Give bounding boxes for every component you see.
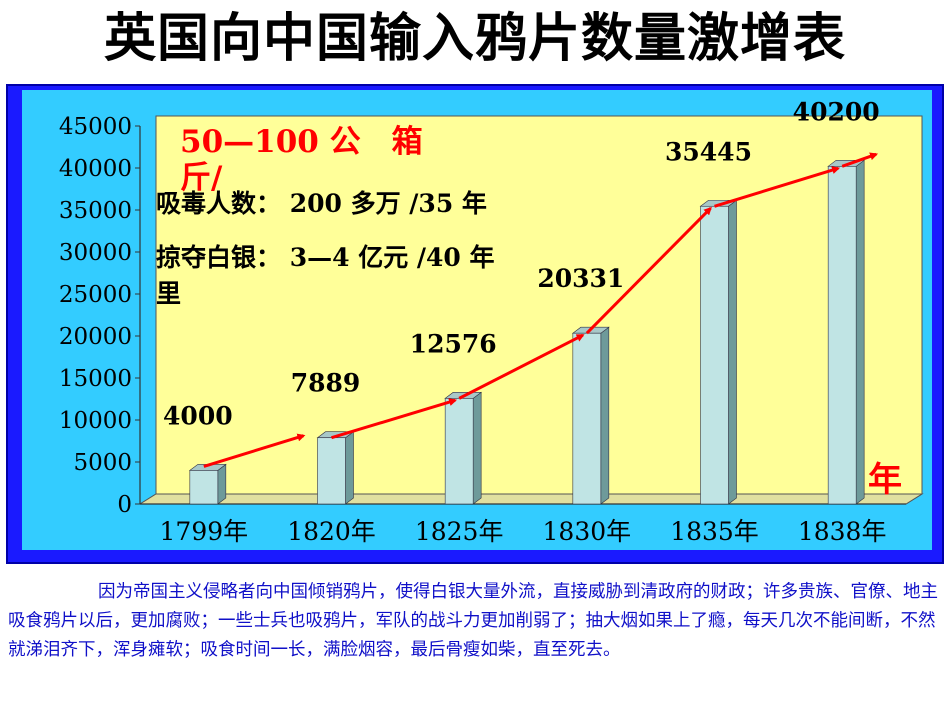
bar-chart: 0 5000 10000 15000 20000 25000 30000 35000 40000… xyxy=(59,97,924,546)
chart-frame: 0 5000 10000 15000 20000 25000 30000 35000 40000… xyxy=(6,84,944,564)
y-tick-label: 0 xyxy=(117,492,132,518)
y-tick-label: 45000 xyxy=(59,114,132,140)
chart-area: 0 5000 10000 15000 20000 25000 30000 35000 40000… xyxy=(22,90,932,550)
y-tick-label: 40000 xyxy=(59,156,132,182)
y-tick-label: 20000 xyxy=(59,324,132,350)
trend-arrow-segment xyxy=(203,433,306,468)
caption-paragraph: 因为帝国主义侵略者向中国倾销鸦片，使得白银大量外流，直接威胁到清政府的财政；许多… xyxy=(8,582,938,660)
bar xyxy=(444,398,474,505)
x-tick-label: 1838年 xyxy=(798,517,887,546)
silver-annotation: 掠夺白银： 3—4 亿元 /40 年 xyxy=(156,243,495,272)
bar-side xyxy=(345,431,354,505)
x-tick-label: 1835年 xyxy=(670,517,759,546)
data-label: 35445 xyxy=(665,137,752,166)
trend-arrow-segment xyxy=(585,206,712,335)
data-label: 12576 xyxy=(410,329,497,358)
trend-arrow-segment xyxy=(714,166,841,208)
bar-side xyxy=(217,463,227,505)
silver-annotation-continued: 里 xyxy=(156,279,182,308)
y-tick-label: 15000 xyxy=(59,366,132,392)
data-label: 40200 xyxy=(793,97,880,126)
bar xyxy=(827,166,857,505)
bar xyxy=(700,205,729,505)
bar xyxy=(572,332,602,505)
data-label: 4000 xyxy=(163,401,233,430)
y-tick-label: 5000 xyxy=(73,450,132,476)
x-unit-label: 年 xyxy=(868,460,902,500)
trend-arrow-segment xyxy=(458,333,585,400)
x-tick-label: 1799年 xyxy=(160,517,249,546)
addicts-annotation: 吸毒人数： 200 多万 /35 年 xyxy=(156,189,487,218)
y-tick-label: 30000 xyxy=(59,240,132,266)
trend-arrow-segment xyxy=(841,152,879,168)
bar xyxy=(189,470,219,505)
bar-side xyxy=(728,199,737,505)
page-title: 英国向中国输入鸦片数量激增表 xyxy=(103,9,846,69)
bar-side xyxy=(600,326,610,505)
y-tick-label: 35000 xyxy=(59,198,132,224)
x-tick-label: 1825年 xyxy=(415,517,504,546)
y-unit-label: 50—100 公 箱斤/ xyxy=(180,124,423,196)
x-tick-label: 1830年 xyxy=(543,517,632,546)
bar-side xyxy=(855,159,865,505)
x-tick-label: 1820年 xyxy=(287,517,376,546)
bar xyxy=(317,437,346,505)
plot-floor xyxy=(138,493,924,505)
data-label: 20331 xyxy=(537,264,624,293)
bar-side xyxy=(472,391,482,505)
trend-arrow-segment xyxy=(331,398,458,440)
y-tick-label: 10000 xyxy=(59,408,132,434)
y-tick-label: 25000 xyxy=(59,282,132,308)
data-label: 7889 xyxy=(291,369,361,398)
